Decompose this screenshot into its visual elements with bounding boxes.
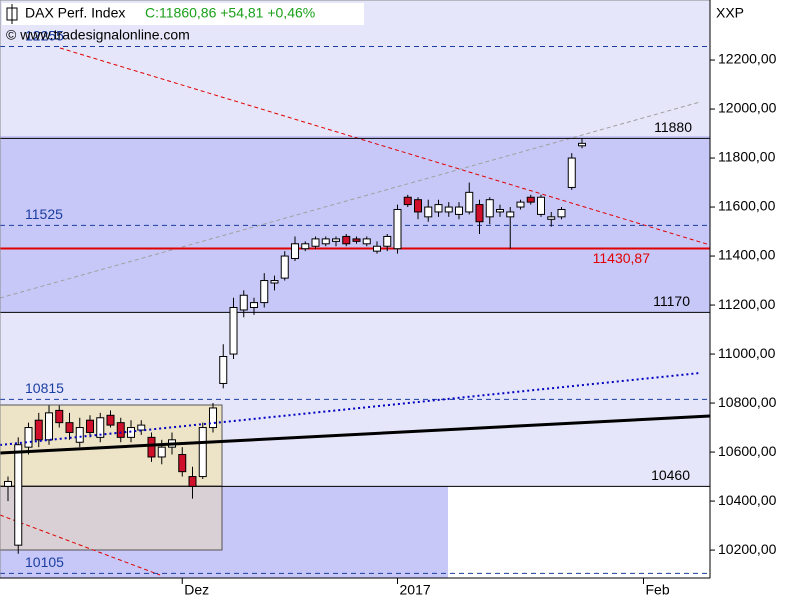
candle-body <box>434 204 443 213</box>
candle-body <box>393 208 402 250</box>
y-tick-label: 10600,00 <box>718 443 777 459</box>
candle-body <box>516 201 525 208</box>
level-label: 10105 <box>25 554 64 570</box>
candle-body <box>424 206 433 218</box>
candle-body <box>24 427 33 448</box>
trendline <box>0 514 161 576</box>
zone <box>0 136 710 312</box>
candle-body <box>383 235 392 247</box>
trendline <box>59 47 711 246</box>
y-tick-label: 10400,00 <box>718 492 777 508</box>
candle-body <box>96 417 105 438</box>
candle-body <box>496 208 504 213</box>
x-tick-label: Feb <box>646 582 670 598</box>
candle-body <box>526 196 535 203</box>
y-tick-label: 10200,00 <box>718 541 777 557</box>
candle-body <box>506 211 515 218</box>
candle-body <box>147 436 156 458</box>
candle-body <box>291 243 299 259</box>
trendline <box>0 414 711 455</box>
candle-body <box>537 196 545 215</box>
y-tick-label: 12200,00 <box>718 51 777 67</box>
candle-body <box>414 199 422 213</box>
candle-body <box>86 419 94 433</box>
candle-body <box>219 356 228 384</box>
y-tick-label: 11800,00 <box>718 149 776 165</box>
level-label: 11525 <box>25 206 63 222</box>
watermark: © www.tradesignalonline.com <box>6 27 190 43</box>
y-tick-label: 12000,00 <box>718 100 777 116</box>
candle-body <box>239 294 248 311</box>
zone <box>448 486 710 578</box>
candle-body <box>260 280 269 304</box>
candle-body <box>475 204 484 223</box>
y-tick-label: 11200,00 <box>718 296 776 312</box>
candle-body <box>270 280 279 284</box>
candle-body <box>301 243 310 250</box>
axis-unit: XXP <box>716 5 744 21</box>
candle-body <box>45 412 53 441</box>
candle-body <box>55 409 64 424</box>
candle-body <box>75 427 84 443</box>
candle-body <box>137 424 146 431</box>
candle-body <box>157 446 166 458</box>
level-label: 11880 <box>654 119 692 135</box>
candle-body <box>34 419 43 441</box>
box <box>0 485 223 551</box>
y-tick-label: 11400,00 <box>718 247 776 263</box>
candle-body <box>188 476 197 487</box>
level-label: 10460 <box>651 467 690 483</box>
y-tick-label: 10800,00 <box>718 394 777 410</box>
candle-body <box>403 196 412 206</box>
candle-body <box>4 480 12 487</box>
y-tick-label: 11000,00 <box>718 345 776 361</box>
candle-body <box>311 238 320 247</box>
candle-body <box>106 414 115 426</box>
x-tick-label: 2017 <box>400 582 431 598</box>
candle-body <box>362 238 371 245</box>
candle-body <box>14 444 23 546</box>
candle-body <box>485 199 494 218</box>
quote: C:11860,86 +54,81 +0,46% <box>145 5 315 21</box>
candle-body <box>455 206 463 215</box>
candle-body <box>465 191 474 213</box>
candle-body <box>557 208 566 218</box>
x-tick-label: Dez <box>184 582 209 598</box>
candle-body <box>578 142 586 147</box>
candle-body <box>321 238 330 245</box>
candle-body <box>65 422 74 433</box>
level-label: 12255 <box>25 27 64 43</box>
candle-body <box>116 422 125 438</box>
level-label: 10815 <box>25 380 64 396</box>
y-tick-label: 11600,00 <box>718 198 776 214</box>
trendline <box>0 101 701 299</box>
level-label: 11170 <box>653 293 690 309</box>
trendline <box>0 372 701 446</box>
candle-body <box>198 427 207 478</box>
candle-body <box>342 235 351 245</box>
candle-body <box>209 407 217 429</box>
chart-title: DAX Perf. Index <box>25 5 125 21</box>
candle-body <box>178 454 187 473</box>
level-label: 11430,87 <box>593 250 651 266</box>
candle-body <box>547 216 556 220</box>
candle-body <box>280 255 289 279</box>
candle-body <box>444 206 453 213</box>
header-box <box>2 3 364 25</box>
candle-body <box>250 302 258 308</box>
candle-body <box>567 157 576 188</box>
candle-body <box>229 306 238 355</box>
candle-body <box>332 238 340 242</box>
candle-body <box>373 245 381 252</box>
candle-body <box>352 238 361 242</box>
